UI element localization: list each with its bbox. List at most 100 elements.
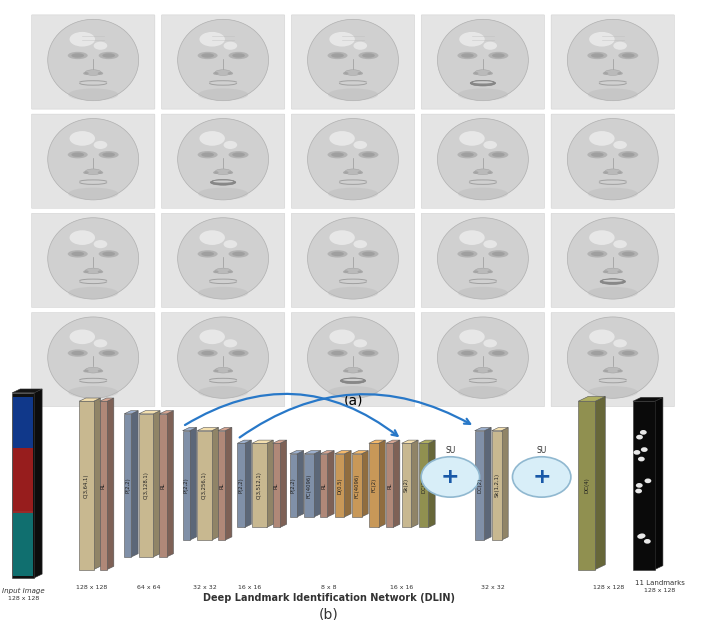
Ellipse shape	[600, 279, 626, 285]
Text: 16 x 16: 16 x 16	[238, 585, 261, 590]
Ellipse shape	[328, 151, 347, 158]
FancyBboxPatch shape	[292, 114, 414, 208]
Ellipse shape	[198, 188, 248, 200]
FancyBboxPatch shape	[32, 114, 155, 208]
Ellipse shape	[617, 72, 623, 75]
Polygon shape	[139, 410, 160, 414]
Ellipse shape	[590, 32, 615, 46]
Ellipse shape	[227, 370, 233, 373]
Ellipse shape	[438, 118, 528, 200]
FancyBboxPatch shape	[32, 213, 155, 308]
Polygon shape	[167, 410, 174, 557]
Ellipse shape	[357, 171, 363, 174]
Ellipse shape	[604, 268, 621, 274]
Text: (b): (b)	[319, 608, 339, 620]
Polygon shape	[633, 397, 663, 401]
Ellipse shape	[354, 42, 367, 50]
Polygon shape	[267, 440, 273, 528]
Ellipse shape	[224, 42, 237, 50]
Ellipse shape	[354, 141, 367, 149]
Polygon shape	[393, 440, 400, 528]
Bar	[369, 443, 378, 528]
Ellipse shape	[438, 19, 528, 100]
Ellipse shape	[357, 370, 363, 373]
Ellipse shape	[603, 72, 609, 75]
Ellipse shape	[68, 350, 88, 356]
Ellipse shape	[229, 151, 249, 158]
Ellipse shape	[328, 188, 378, 200]
Ellipse shape	[215, 367, 232, 373]
FancyBboxPatch shape	[162, 312, 285, 407]
Ellipse shape	[213, 370, 219, 373]
Bar	[124, 414, 131, 557]
Ellipse shape	[330, 131, 355, 146]
Ellipse shape	[68, 89, 118, 100]
Text: SU: SU	[537, 446, 547, 454]
FancyBboxPatch shape	[292, 15, 414, 109]
Ellipse shape	[201, 53, 214, 58]
Polygon shape	[160, 410, 174, 414]
Text: Input Image: Input Image	[2, 588, 44, 594]
Ellipse shape	[328, 350, 347, 356]
Ellipse shape	[343, 379, 363, 381]
Ellipse shape	[568, 317, 658, 398]
Polygon shape	[484, 427, 491, 540]
Ellipse shape	[97, 370, 103, 373]
Ellipse shape	[330, 32, 355, 46]
Circle shape	[638, 534, 644, 539]
Ellipse shape	[331, 153, 344, 157]
Ellipse shape	[461, 252, 474, 256]
Ellipse shape	[590, 329, 615, 344]
Text: RL: RL	[160, 482, 166, 489]
Polygon shape	[419, 440, 435, 443]
Ellipse shape	[438, 218, 528, 299]
Bar	[79, 401, 94, 570]
Ellipse shape	[487, 370, 493, 373]
Ellipse shape	[215, 268, 232, 274]
Circle shape	[636, 435, 643, 440]
Ellipse shape	[178, 19, 268, 100]
Ellipse shape	[201, 252, 214, 256]
Ellipse shape	[474, 268, 491, 274]
Ellipse shape	[48, 19, 138, 100]
Ellipse shape	[345, 367, 361, 373]
Ellipse shape	[224, 240, 237, 248]
Ellipse shape	[359, 151, 378, 158]
Ellipse shape	[85, 169, 102, 175]
Text: DC(2): DC(2)	[421, 478, 426, 493]
Ellipse shape	[614, 240, 627, 248]
Ellipse shape	[68, 386, 118, 398]
Bar	[139, 414, 153, 557]
Text: C(3,64,1): C(3,64,1)	[84, 473, 89, 498]
Ellipse shape	[622, 153, 635, 157]
Polygon shape	[304, 451, 321, 454]
FancyBboxPatch shape	[551, 213, 674, 308]
Ellipse shape	[102, 252, 115, 256]
Ellipse shape	[200, 230, 225, 245]
Ellipse shape	[70, 329, 95, 344]
Ellipse shape	[308, 218, 398, 299]
Ellipse shape	[85, 268, 102, 274]
Ellipse shape	[308, 118, 398, 200]
Ellipse shape	[94, 141, 107, 149]
Ellipse shape	[71, 53, 84, 58]
Bar	[386, 443, 393, 528]
Text: P(2,2): P(2,2)	[291, 477, 296, 494]
Ellipse shape	[603, 171, 609, 174]
Polygon shape	[34, 389, 42, 578]
Ellipse shape	[604, 367, 621, 373]
Bar	[352, 454, 361, 517]
Ellipse shape	[438, 317, 528, 398]
Ellipse shape	[99, 151, 119, 158]
Polygon shape	[212, 427, 218, 540]
Ellipse shape	[588, 287, 638, 299]
FancyBboxPatch shape	[421, 213, 544, 308]
Ellipse shape	[473, 81, 493, 84]
Polygon shape	[100, 398, 114, 401]
Ellipse shape	[354, 240, 367, 248]
Circle shape	[636, 483, 642, 488]
Ellipse shape	[198, 250, 217, 257]
Ellipse shape	[308, 19, 398, 100]
Ellipse shape	[622, 252, 635, 256]
Ellipse shape	[568, 118, 658, 200]
